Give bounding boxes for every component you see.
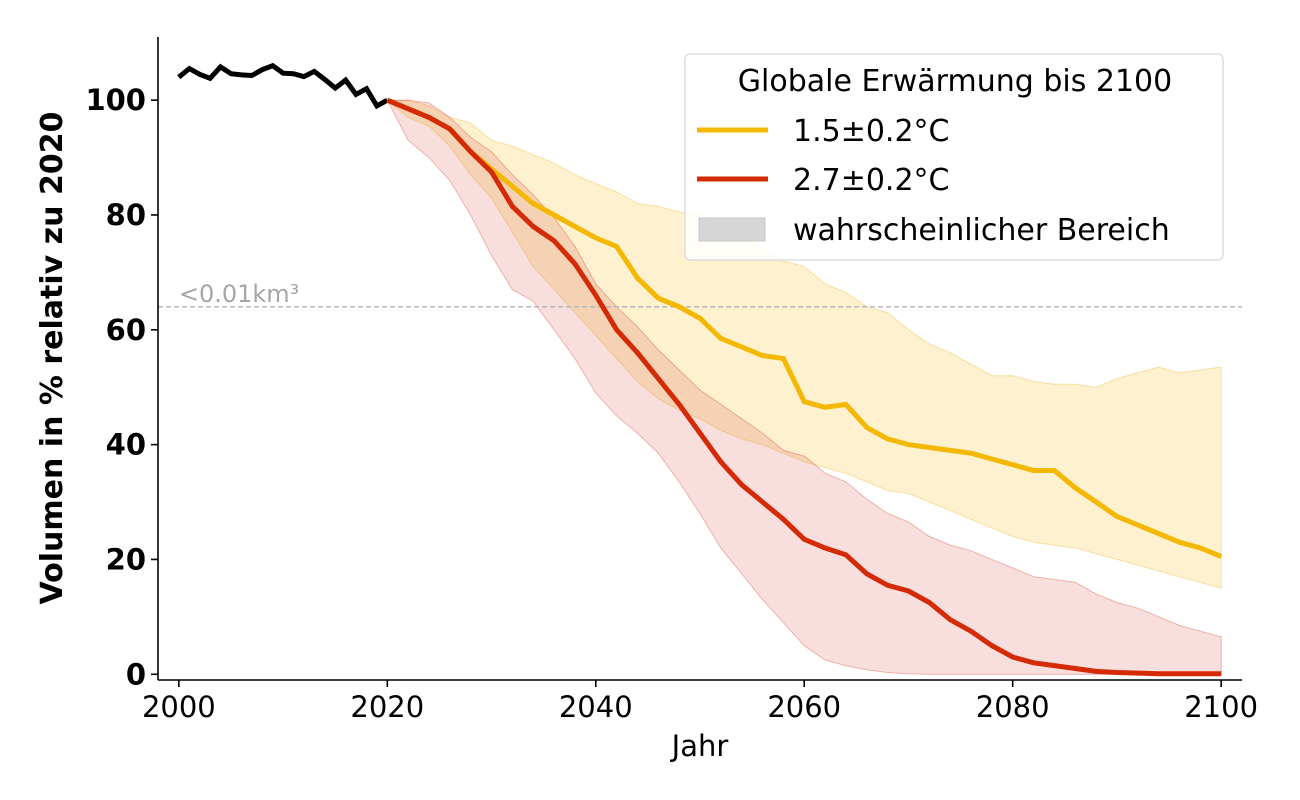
x-tick-label: 2100 (1184, 690, 1258, 724)
legend-box (684, 53, 1224, 261)
x-tick-label: 2000 (142, 690, 216, 724)
historical-line (177, 62, 389, 110)
y-ticks: 0 20 40 60 80 100 (85, 83, 158, 691)
x-tick-label: 2020 (350, 690, 424, 724)
legend: Globale Erwärmung bis 2100 1.5±0.2°C 2.7… (684, 53, 1224, 261)
y-tick-label: 20 (106, 542, 146, 576)
x-tick-label: 2080 (976, 690, 1050, 724)
y-tick-label: 0 (126, 657, 146, 691)
series-lines (177, 62, 1223, 677)
reference-label: <0.01km³ (179, 280, 299, 308)
x-ticks: 2000 2020 2040 2060 2080 2100 (142, 680, 1258, 724)
series-line-1.5c (386, 97, 1223, 559)
legend-title: Globale Erwärmung bis 2100 (738, 64, 1172, 99)
legend-label-2.7c: 2.7±0.2°C (793, 163, 950, 198)
legend-label-1.5c: 1.5±0.2°C (793, 114, 950, 149)
legend-swatch-likely-range (698, 217, 766, 242)
likely-range-band (386, 99, 1222, 675)
x-tick-label: 2060 (767, 690, 841, 724)
y-tick-label: 60 (106, 313, 146, 347)
series-line-2.7c (386, 97, 1222, 677)
y-axis-title: Volumen in % relativ zu 2020 (35, 112, 70, 605)
x-axis-title: Jahr (670, 729, 729, 763)
reference-line-group: <0.01km³ (158, 280, 1242, 308)
y-tick-label: 100 (85, 83, 146, 117)
x-tick-label: 2040 (559, 690, 633, 724)
legend-label-likely-range: wahrscheinlicher Bereich (793, 213, 1170, 248)
y-tick-label: 40 (106, 428, 146, 462)
y-tick-label: 80 (106, 198, 146, 232)
